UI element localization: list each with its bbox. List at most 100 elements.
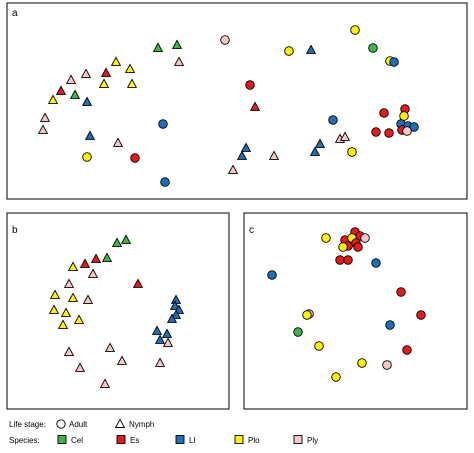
panel-a-point-ll-adult-48	[409, 122, 419, 132]
panel-c-point-ply-adult-4	[360, 233, 370, 243]
panel-a-point-cel-nymph-1	[171, 39, 183, 49]
panel-c-marks	[267, 227, 426, 382]
panel-c-point-plo-adult-22	[357, 358, 367, 368]
panel-a-point-cel-nymph-18	[69, 89, 81, 99]
panel-a-point-ply-adult-3	[220, 35, 230, 45]
panel-a-point-ll-nymph-32	[236, 150, 248, 160]
panel-b-point-plo-nymph-13	[60, 307, 72, 317]
legend-nymph-symbol	[114, 418, 126, 428]
legend-label-cel: Cel	[71, 436, 83, 445]
panel-b-point-ply-nymph-6	[87, 268, 99, 278]
panel-c-point-es-adult-14	[396, 287, 406, 297]
panel-b-point-plo-nymph-5	[67, 261, 79, 271]
panel-a-point-ply-nymph-13	[80, 68, 92, 78]
panel-b-point-plo-nymph-10	[67, 292, 79, 302]
panel-a-point-ply-adult-50	[402, 126, 412, 136]
panel-b: b	[6, 212, 230, 410]
panel-a-point-ll-nymph-23	[84, 130, 96, 140]
panel-b-point-ll-nymph-22	[161, 328, 173, 338]
panel-c-point-ply-adult-23	[382, 360, 392, 370]
panel-a-point-es-adult-41	[379, 108, 389, 118]
panel-b-frame	[6, 212, 230, 410]
panel-a-frame	[6, 2, 468, 200]
panel-a-point-ll-adult-9	[389, 57, 399, 67]
panel-b-point-plo-nymph-15	[57, 319, 69, 329]
panel-a-point-ll-adult-28	[160, 177, 170, 187]
legend-species-label: Species:	[9, 436, 40, 445]
legend-swatch-cel	[57, 435, 67, 444]
panel-a-point-es-adult-44	[371, 127, 381, 137]
panel-a-point-plo-nymph-15	[98, 78, 110, 88]
panel-b-point-plo-nymph-12	[48, 304, 60, 314]
panel-c-point-es-adult-21	[402, 345, 412, 355]
panel-a-point-ll-nymph-4	[305, 44, 317, 54]
panel-a-point-plo-nymph-16	[126, 78, 138, 88]
panel-a-point-plo-adult-5	[284, 46, 294, 56]
panel-a-point-ply-nymph-33	[268, 150, 280, 160]
panel-c-point-ll-adult-13	[267, 270, 277, 280]
panel-b-point-ll-nymph-16	[170, 294, 182, 304]
panel-c: c	[243, 212, 468, 410]
panel-b-point-cel-nymph-2	[101, 252, 113, 262]
panel-a-marks	[37, 25, 419, 187]
panel-b-point-ply-nymph-24	[162, 337, 174, 347]
panel-c-point-plo-adult-24	[331, 372, 341, 382]
panel-a-point-es-adult-45	[384, 128, 394, 138]
panel-c-point-ll-adult-12	[371, 258, 381, 268]
panel-c-point-plo-adult-8	[338, 242, 348, 252]
panel-a-point-cel-nymph-0	[152, 42, 164, 52]
legend-label-ll: Ll	[189, 436, 195, 445]
panel-b-point-cel-nymph-1	[120, 234, 132, 244]
panel-b-point-plo-nymph-9	[49, 289, 61, 299]
panel-a-point-ply-nymph-2	[173, 56, 185, 66]
panel-c-point-es-adult-17	[416, 310, 426, 320]
panel-b-point-ply-nymph-25	[104, 342, 116, 352]
panel-b-point-es-nymph-4	[79, 258, 91, 268]
panel-b-point-plo-nymph-14	[73, 314, 85, 324]
legend-life-stage-label: Life stage:	[9, 420, 46, 429]
panel-b-point-es-nymph-3	[90, 253, 102, 263]
panel-a: a	[6, 2, 468, 200]
legend-swatch-es	[116, 435, 126, 444]
panel-a-point-ll-nymph-36	[314, 138, 326, 148]
panel-b-point-es-nymph-7	[132, 278, 144, 288]
panel-c-point-plo-adult-20	[314, 341, 324, 351]
legend-label-plo: Plo	[248, 436, 260, 445]
panel-a-point-ll-adult-35	[328, 115, 338, 125]
panel-b-point-ll-nymph-23	[154, 334, 166, 344]
legend-swatch-ll	[175, 435, 185, 444]
panel-b-point-ll-nymph-17	[169, 300, 181, 310]
legend-swatch-ply	[293, 435, 303, 444]
panel-c-point-ll-adult-18	[385, 320, 395, 330]
panel-b-point-ply-nymph-11	[82, 294, 94, 304]
legend-adult-symbol	[56, 419, 66, 429]
panel-c-point-cel-adult-19	[293, 327, 303, 337]
panel-a-point-plo-nymph-20	[47, 94, 59, 104]
legend-label-ply: Ply	[307, 436, 318, 445]
panel-a-point-plo-nymph-10	[110, 56, 122, 66]
legend: Life stage: Adult Nymph Species: Cel Es Ll…	[9, 418, 318, 445]
panel-a-point-ply-nymph-22	[37, 124, 49, 134]
panel-a-point-es-adult-29	[245, 80, 255, 90]
panel-b-marks	[48, 234, 185, 388]
panel-a-label: a	[12, 8, 18, 19]
panel-a-point-plo-adult-25	[82, 152, 92, 162]
panel-a-point-es-nymph-12	[100, 67, 112, 77]
legend-adult-label: Adult	[69, 420, 88, 429]
legend-label-es: Es	[130, 436, 139, 445]
legend-swatch-plo	[234, 435, 244, 444]
panel-b-point-ll-nymph-21	[151, 325, 163, 335]
panel-c-point-es-adult-10	[335, 255, 345, 265]
panel-a-point-es-nymph-30	[249, 101, 261, 111]
panel-b-point-ply-nymph-30	[99, 378, 111, 388]
panel-a-point-es-nymph-17	[55, 85, 67, 95]
panel-c-point-es-adult-9	[353, 242, 363, 252]
panel-a-point-ll-nymph-37	[309, 146, 321, 156]
legend-nymph-label: Nymph	[129, 420, 154, 429]
panel-b-label: b	[12, 225, 18, 236]
panel-c-frame	[243, 212, 468, 410]
panel-b-point-ll-nymph-19	[170, 309, 182, 319]
panel-b-point-ll-nymph-20	[166, 313, 178, 323]
panel-c-label: c	[249, 225, 254, 236]
panel-b-point-ply-nymph-27	[116, 355, 128, 365]
